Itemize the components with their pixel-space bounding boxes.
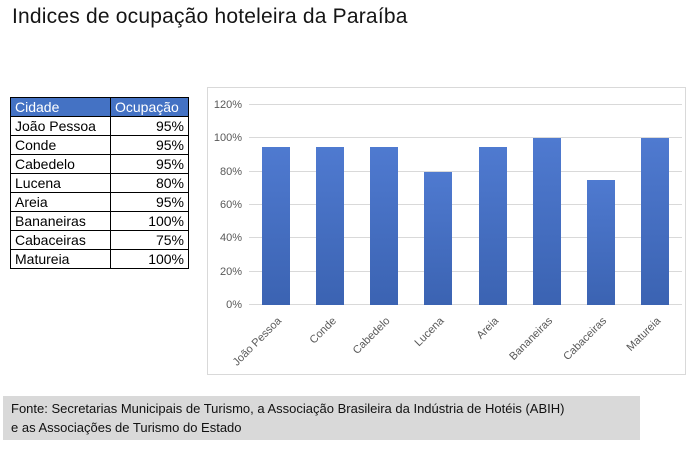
x-tick-label: Matureia xyxy=(624,315,664,354)
x-tick-label: Bananeiras xyxy=(507,315,556,363)
x-axis-labels: João Pessoa Conde Cabedelo Lucena Areia Banan… xyxy=(231,309,682,371)
gridline xyxy=(249,304,682,305)
page-title: Indices de ocupação hoteleira da Paraíba xyxy=(12,5,408,28)
column-header-ocupacao: Ocupação xyxy=(110,97,189,117)
y-tick-label: 120% xyxy=(213,99,242,111)
cell-ocupacao: 95% xyxy=(110,154,189,174)
bar-chart: 0% 20% 40% 60% 80% 100% 120% João Pessoa Conde C… xyxy=(207,87,686,375)
bars xyxy=(249,105,682,305)
bar-slot xyxy=(303,105,357,305)
table-row: Cabaceiras 75% xyxy=(10,230,189,250)
gridline xyxy=(249,270,682,272)
gridline xyxy=(249,170,682,172)
table-row: Lucena 80% xyxy=(10,173,189,193)
y-tick-label: 0% xyxy=(226,299,242,311)
bar-bananeiras xyxy=(532,138,561,305)
x-tick-label: Cabaceiras xyxy=(561,315,610,363)
bar-slot xyxy=(628,105,682,305)
source-note: Fonte: Secretarias Municipais de Turismo… xyxy=(3,396,640,440)
cell-cidade: Cabaceiras xyxy=(10,230,111,250)
table-body: João Pessoa 95% Conde 95% Cabedelo 95% Lucena 8… xyxy=(10,116,189,269)
plot-area xyxy=(249,104,682,305)
bar-cabedelo xyxy=(370,146,399,305)
cell-ocupacao: 95% xyxy=(110,192,189,212)
bar-cabaceiras xyxy=(586,180,615,305)
column-header-cidade: Cidade xyxy=(10,97,111,117)
table-row: Areia 95% xyxy=(10,192,189,212)
occupancy-table: Cidade Ocupação João Pessoa 95% Conde 95% Cab… xyxy=(10,97,189,269)
table-row: Cabedelo 95% xyxy=(10,154,189,174)
table-row: Bananeiras 100% xyxy=(10,211,189,231)
y-tick-label: 40% xyxy=(219,232,242,245)
bar-slot xyxy=(249,105,303,305)
cell-ocupacao: 100% xyxy=(110,211,189,231)
cell-ocupacao: 80% xyxy=(110,173,189,193)
x-tick-label: Conde xyxy=(307,315,339,347)
bar-slot xyxy=(411,105,465,305)
cell-ocupacao: 95% xyxy=(110,135,189,155)
bar-slot xyxy=(357,105,411,305)
y-tick-label: 80% xyxy=(219,165,242,178)
gridline xyxy=(249,237,682,239)
x-tick-label: Lucena xyxy=(412,315,447,350)
cell-cidade: Bananeiras xyxy=(10,211,111,231)
gridlines xyxy=(249,104,682,305)
cell-cidade: João Pessoa xyxy=(10,116,111,136)
source-line-1: Fonte: Secretarias Municipais de Turismo… xyxy=(11,401,565,416)
bar-slot xyxy=(574,105,628,305)
gridline xyxy=(249,104,682,105)
x-tick-label: Areia xyxy=(474,315,502,342)
cell-ocupacao: 100% xyxy=(110,249,189,269)
bar-areia xyxy=(478,146,507,305)
cell-ocupacao: 95% xyxy=(110,116,189,136)
y-axis-labels: 0% 20% 40% 60% 80% 100% 120% xyxy=(208,99,242,311)
table-row: Matureia 100% xyxy=(10,249,189,269)
cell-cidade: Areia xyxy=(10,192,111,212)
gridline xyxy=(249,204,682,205)
table-row: João Pessoa 95% xyxy=(10,116,189,136)
bar-slot xyxy=(466,105,520,305)
source-line-2: e as Associações de Turismo do Estado xyxy=(11,420,242,435)
bar-matureia xyxy=(640,138,669,305)
cell-cidade: Matureia xyxy=(10,249,111,269)
x-tick-label: João Pessoa xyxy=(231,315,285,369)
table-header-row: Cidade Ocupação xyxy=(10,97,189,117)
cell-cidade: Lucena xyxy=(10,173,111,193)
bar-conde xyxy=(316,146,345,305)
y-tick-label: 20% xyxy=(219,265,242,278)
y-tick-label: 100% xyxy=(213,132,242,145)
x-tick-label: Cabedelo xyxy=(351,315,393,357)
cell-ocupacao: 75% xyxy=(110,230,189,250)
bar-slot xyxy=(520,105,574,305)
bar-lucena xyxy=(424,171,453,305)
bar-joao-pessoa xyxy=(262,146,291,305)
cell-cidade: Conde xyxy=(10,135,111,155)
cell-cidade: Cabedelo xyxy=(10,154,111,174)
gridline xyxy=(249,137,682,139)
y-tick-label: 60% xyxy=(219,199,242,211)
table-row: Conde 95% xyxy=(10,135,189,155)
